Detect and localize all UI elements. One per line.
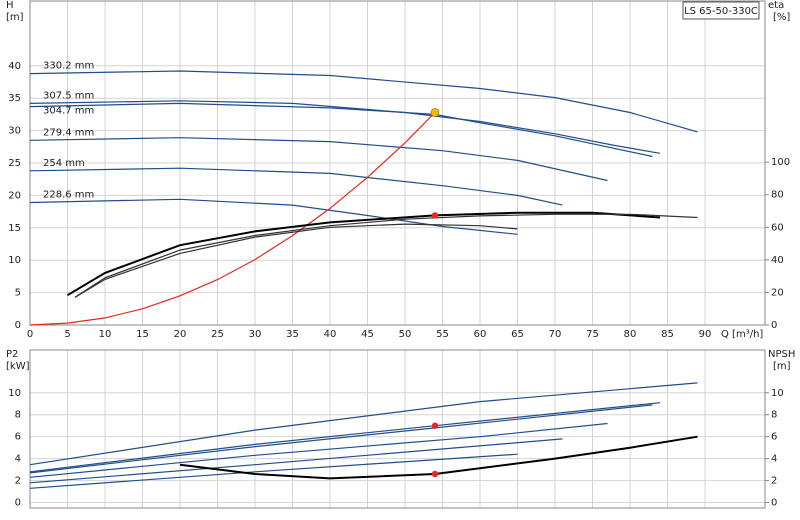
y2-axis-unit: [%] <box>773 12 790 23</box>
curve <box>29 100 661 154</box>
y2-tick-label: 60 <box>771 222 784 233</box>
y2-axis-label: NPSH <box>768 349 795 360</box>
plot-frame <box>29 0 766 326</box>
x-tick-label: 50 <box>399 329 412 340</box>
title-box <box>682 1 760 20</box>
curve-label: 254 mm <box>43 158 85 169</box>
curve <box>29 404 653 474</box>
y-tick-label: 8 <box>15 410 21 421</box>
x-axis-label: Q [m³/h] <box>721 329 763 340</box>
x-tick-label: 25 <box>211 329 224 340</box>
y-tick-label: 15 <box>8 223 21 234</box>
y2-tick-label: 2 <box>771 476 777 487</box>
y2-tick-label: 0 <box>771 320 777 331</box>
y-axis-unit: [m] <box>6 12 24 23</box>
y2-tick-label: 10 <box>771 388 784 399</box>
y-tick-label: 4 <box>15 454 21 465</box>
curve <box>29 70 698 133</box>
curve <box>29 422 608 478</box>
x-tick-label: 60 <box>474 329 487 340</box>
curve <box>29 137 608 182</box>
y-tick-label: 35 <box>8 93 21 104</box>
curve <box>29 382 698 466</box>
curve <box>29 402 661 473</box>
curve <box>74 223 518 298</box>
y-axis-label: P2 <box>6 349 18 360</box>
y-tick-label: 30 <box>8 126 21 137</box>
operating-point <box>430 108 440 117</box>
x-tick-label: 65 <box>511 329 524 340</box>
x-tick-label: 75 <box>586 329 599 340</box>
y2-tick-label: 0 <box>771 498 777 509</box>
y-tick-label: 10 <box>8 255 21 266</box>
x-tick-label: 0 <box>27 329 33 340</box>
curve <box>29 438 563 484</box>
y2-tick-label: 8 <box>771 410 777 421</box>
x-tick-label: 40 <box>324 329 337 340</box>
y-tick-label: 20 <box>8 190 21 201</box>
operating-point <box>431 422 439 429</box>
y2-tick-label: 40 <box>771 255 784 266</box>
x-tick-label: 5 <box>64 329 70 340</box>
curve-label: 279.4 mm <box>43 127 94 138</box>
plot-layer: 0 5 10 15 20 25 30 35 40 45 50 55 60 65 70 75 80 85 900510… <box>6 0 795 509</box>
curve <box>29 453 518 489</box>
y-tick-label: 40 <box>8 61 21 72</box>
x-tick-label: 20 <box>174 329 187 340</box>
y2-tick-label: 6 <box>771 432 777 443</box>
x-tick-label: 90 <box>699 329 712 340</box>
curve <box>29 167 563 206</box>
curve-label: 304.7 mm <box>43 106 94 117</box>
y2-axis-label: eta <box>768 0 784 11</box>
y2-tick-label: 20 <box>771 287 784 298</box>
x-tick-label: 80 <box>624 329 637 340</box>
y-tick-label: 5 <box>15 288 21 299</box>
y2-tick-label: 100 <box>771 157 790 168</box>
y-tick-label: 0 <box>15 320 21 331</box>
y2-axis-unit: [m] <box>773 361 791 372</box>
x-tick-label: 15 <box>136 329 149 340</box>
chart-title: LS 65-50-330C <box>684 6 758 17</box>
plot-frame <box>29 349 766 509</box>
y-tick-label: 0 <box>15 498 21 509</box>
x-tick-label: 85 <box>661 329 674 340</box>
curve-label: 228.6 mm <box>43 190 94 201</box>
y-axis-unit: [kW] <box>6 361 30 372</box>
chart-panel: 0 2 4 6 8 10 0 2 4 6 8 10 P2[kW] NPSH[m] <box>6 349 795 509</box>
operating-point <box>431 212 439 219</box>
x-tick-label: 10 <box>99 329 112 340</box>
curve <box>66 211 661 297</box>
curve <box>29 112 436 326</box>
y2-tick-label: 4 <box>771 454 777 465</box>
x-tick-label: 35 <box>286 329 299 340</box>
chart-panel: 0 5 10 15 20 25 30 35 40 45 50 55 60 65 70 75 80 85 90 0 5 10… <box>6 0 790 340</box>
curve <box>29 198 518 235</box>
x-tick-label: 30 <box>249 329 262 340</box>
curve-label: 330.2 mm <box>43 61 94 72</box>
y-axis-label: H <box>6 0 14 11</box>
x-tick-label: 70 <box>549 329 562 340</box>
curve-label: 307.5 mm <box>43 90 94 101</box>
y-tick-label: 2 <box>15 476 21 487</box>
y-tick-label: 10 <box>8 388 21 399</box>
y-tick-label: 25 <box>8 158 21 169</box>
y2-tick-label: 80 <box>771 190 784 201</box>
x-tick-label: 55 <box>436 329 449 340</box>
curve <box>74 213 698 298</box>
operating-point <box>431 470 439 478</box>
y-tick-label: 6 <box>15 432 21 443</box>
x-tick-label: 45 <box>361 329 374 340</box>
